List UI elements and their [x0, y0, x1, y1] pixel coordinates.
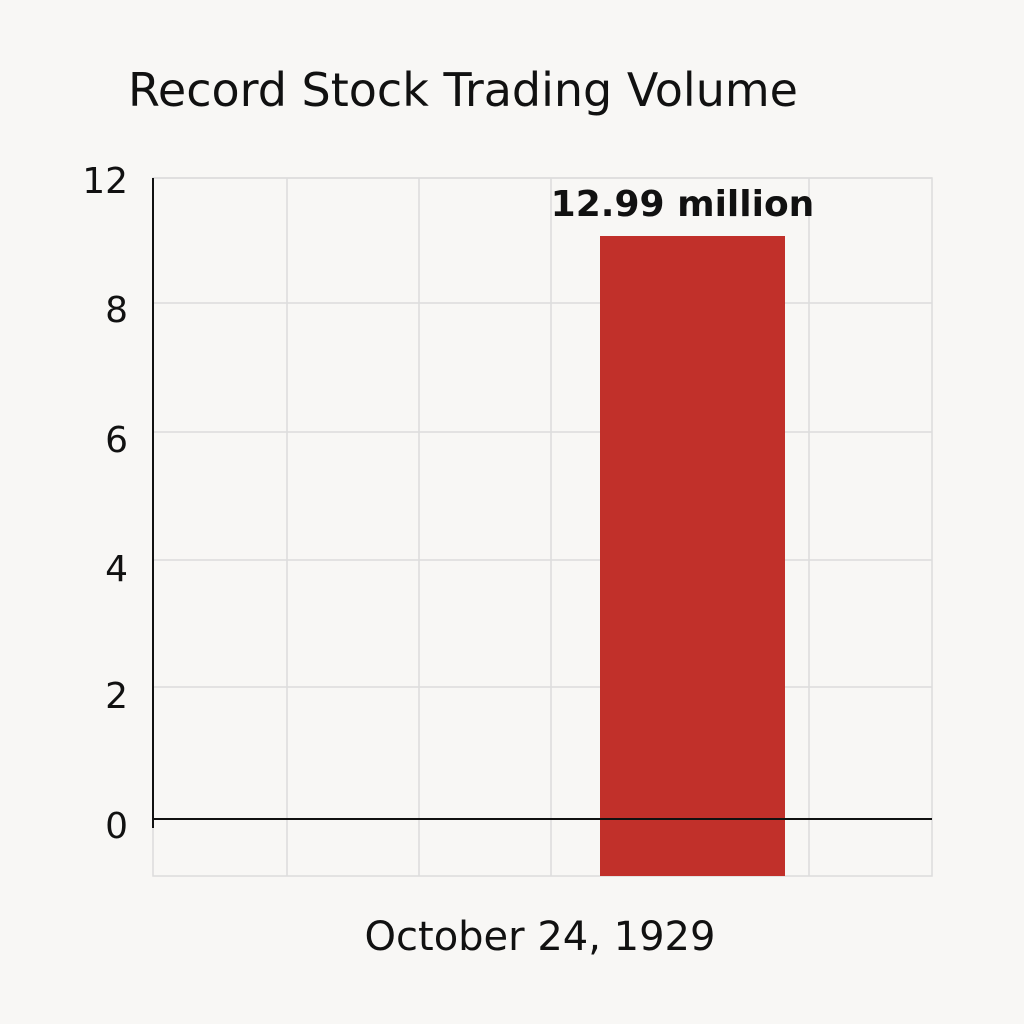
chart-title: Record Stock Trading Volume: [128, 63, 798, 117]
y-tick-label: 2: [105, 676, 128, 717]
bar: [600, 236, 785, 876]
x-axis-categories: October 24, 1929: [365, 914, 716, 960]
y-tick-label: 8: [105, 290, 128, 331]
plot-area: [152, 177, 933, 877]
x-category-label: October 24, 1929: [365, 914, 716, 960]
y-tick-label: 4: [105, 549, 128, 590]
y-tick-label: 12: [82, 161, 128, 202]
grid-lines: [153, 177, 932, 876]
y-tick-label: 0: [105, 806, 128, 847]
bar-data-label: 12.99 million: [551, 184, 815, 225]
bars: 12.99 million: [551, 184, 815, 876]
y-tick-label: 6: [105, 420, 128, 461]
y-axis-ticks: 0 2 4 6 8 12: [82, 161, 128, 847]
